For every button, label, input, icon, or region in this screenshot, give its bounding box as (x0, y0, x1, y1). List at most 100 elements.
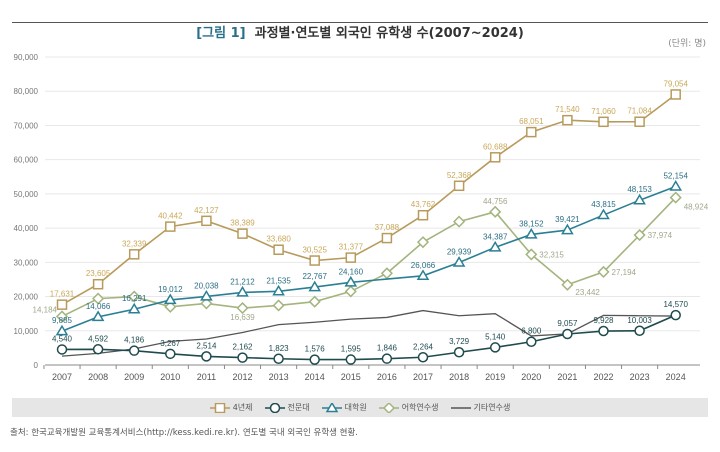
circle-marker (526, 336, 537, 347)
data-label: 6,800 (521, 327, 542, 336)
y-tick-label: 40,000 (14, 224, 39, 233)
data-label: 52,154 (663, 172, 688, 181)
diamond-marker (525, 248, 538, 261)
triangle-marker (597, 208, 610, 220)
data-label: 40,442 (158, 212, 183, 221)
y-tick-label: 90,000 (14, 53, 39, 62)
diamond-marker (344, 285, 357, 298)
x-tick-label: 2023 (630, 372, 650, 382)
x-tick-label: 2015 (341, 372, 361, 382)
square-marker (526, 126, 537, 138)
diamond-marker (55, 310, 69, 323)
square-marker (598, 116, 609, 128)
series-4 (61, 309, 676, 357)
circle-marker (92, 344, 104, 355)
series-line (61, 309, 676, 357)
diamond-marker (272, 299, 285, 312)
diamond-marker (669, 191, 682, 204)
x-tick-label: 2010 (160, 372, 180, 382)
data-label: 32,339 (122, 239, 147, 248)
square-marker (56, 299, 68, 310)
triangle-marker (524, 227, 538, 239)
data-label: 20,038 (194, 281, 219, 290)
data-label: 3,729 (449, 337, 470, 346)
circle-marker (165, 348, 176, 360)
data-label: 79,054 (663, 79, 688, 88)
x-tick-label: 2007 (52, 372, 72, 382)
square-marker (381, 232, 393, 244)
square-marker (670, 89, 681, 100)
triangle-marker (344, 275, 358, 287)
circle-marker (670, 309, 681, 321)
data-label: 1,595 (341, 345, 362, 354)
data-label: 34,387 (483, 232, 508, 241)
source-note: 출처: 한국교육개발원 교육통계서비스(http://kess.kedi.re.… (10, 428, 359, 438)
data-label: 23,442 (575, 288, 600, 297)
legend-label: 전문대 (287, 403, 310, 412)
data-label: 38,152 (519, 219, 544, 228)
data-label: 37,974 (648, 231, 673, 240)
data-label: 71,540 (555, 105, 580, 114)
top-rule (12, 22, 708, 23)
data-label: 14,570 (663, 300, 688, 309)
legend-item: 전문대 (264, 402, 310, 413)
line-icon (450, 406, 471, 409)
x-tick-label: 2020 (521, 372, 541, 382)
legend-item: 어학연수생 (378, 402, 439, 413)
y-tick-label: 30,000 (14, 258, 39, 267)
data-label: 4,540 (52, 334, 73, 343)
legend-label: 어학연수생 (401, 403, 439, 412)
triangle-marker (200, 289, 213, 301)
y-tick-label: 10,000 (14, 327, 39, 336)
circle-marker (562, 328, 573, 340)
triangle-marker (561, 223, 574, 235)
triangle-marker (163, 293, 177, 305)
legend-label: 대학원 (344, 403, 367, 412)
circle-marker (273, 353, 284, 365)
square-marker (273, 244, 284, 255)
data-label: 24,160 (339, 267, 364, 276)
diamond-icon (378, 402, 399, 413)
x-tick-label: 2011 (197, 372, 216, 382)
square-icon (209, 402, 230, 413)
circle-marker (598, 325, 609, 337)
circle-marker (269, 402, 280, 413)
diamond-marker (164, 300, 177, 313)
data-label: 4,186 (124, 336, 145, 345)
data-label: 23,605 (86, 269, 111, 278)
x-tick-label: 2019 (485, 372, 505, 382)
data-label: 48,924 (684, 203, 709, 212)
x-tick-label: 2018 (449, 372, 469, 382)
circle-icon (264, 402, 285, 413)
triangle-marker (236, 285, 249, 297)
data-label: 31,377 (339, 243, 364, 252)
circle-marker (381, 353, 393, 364)
y-tick-label: 20,000 (14, 293, 39, 302)
circle-marker (417, 352, 429, 363)
series-line (61, 93, 677, 306)
triangle-icon (321, 402, 342, 412)
triangle-marker (488, 240, 502, 252)
data-label: 1,823 (269, 344, 290, 353)
title-text: 과정별·연도별 외국인 유학생 수(2007~2024) (254, 26, 524, 41)
x-tick-label: 2021 (557, 372, 577, 382)
square-marker (92, 278, 104, 290)
data-label: 4,592 (88, 334, 109, 343)
legend-item: 기타연수생 (450, 402, 511, 413)
square-marker (237, 228, 248, 239)
square-marker (562, 114, 573, 126)
diamond-marker (597, 265, 610, 278)
series-0: 17,631 23,605 32,339 40,442 42,127 38,389 33,6… (50, 79, 688, 310)
data-label: 16,291 (122, 294, 147, 303)
data-label: 71,060 (591, 107, 616, 116)
data-label: 71,084 (627, 107, 652, 116)
triangle-marker (55, 324, 69, 336)
legend-label: 기타연수생 (473, 403, 511, 412)
diamond-marker (489, 205, 502, 218)
diamond-marker (633, 228, 646, 242)
x-tick-label: 2016 (377, 372, 397, 382)
series-line (61, 314, 677, 361)
triangle-marker (127, 302, 141, 314)
unit-label: (단위: 명) (668, 39, 706, 49)
data-label: 2,514 (196, 341, 217, 350)
